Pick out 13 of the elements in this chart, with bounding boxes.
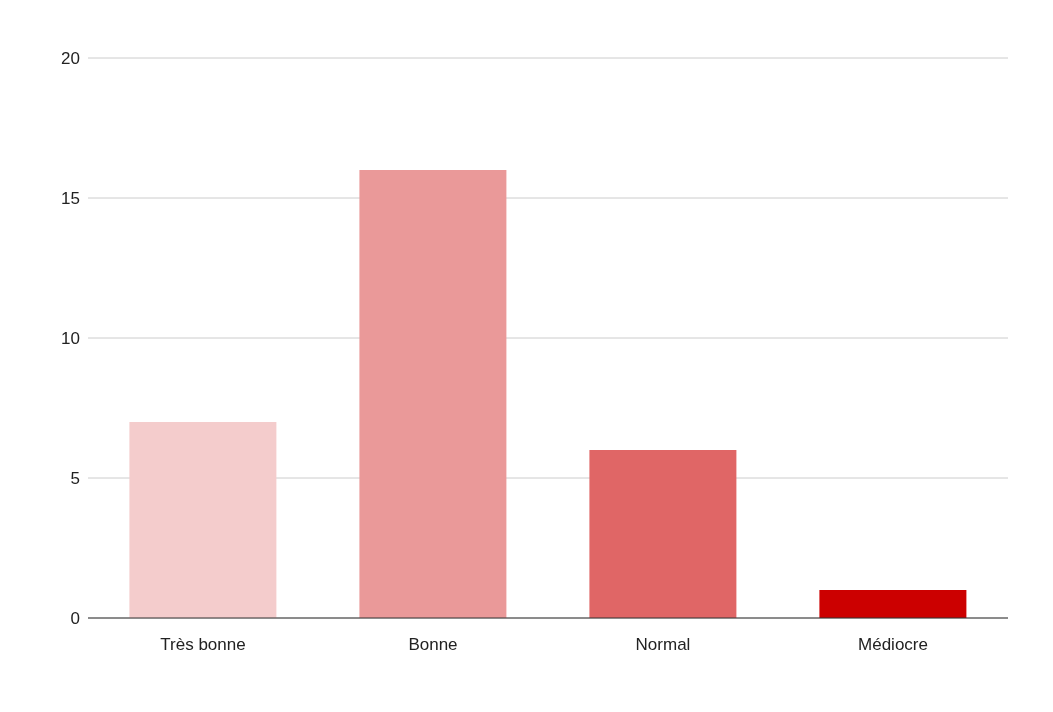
y-tick-label: 20 xyxy=(61,49,80,69)
bar xyxy=(589,450,737,618)
y-tick-label: 5 xyxy=(70,469,80,489)
x-tick-label: Médiocre xyxy=(858,635,928,655)
bar xyxy=(819,590,967,618)
y-tick-label: 0 xyxy=(70,609,80,629)
y-tick-label: 15 xyxy=(61,189,80,209)
x-tick-label: Très bonne xyxy=(160,635,246,655)
x-tick-label: Bonne xyxy=(408,635,458,655)
bar xyxy=(129,422,277,618)
x-tick-label: Normal xyxy=(635,635,691,655)
bar xyxy=(359,170,507,618)
y-tick-label: 10 xyxy=(61,329,80,349)
